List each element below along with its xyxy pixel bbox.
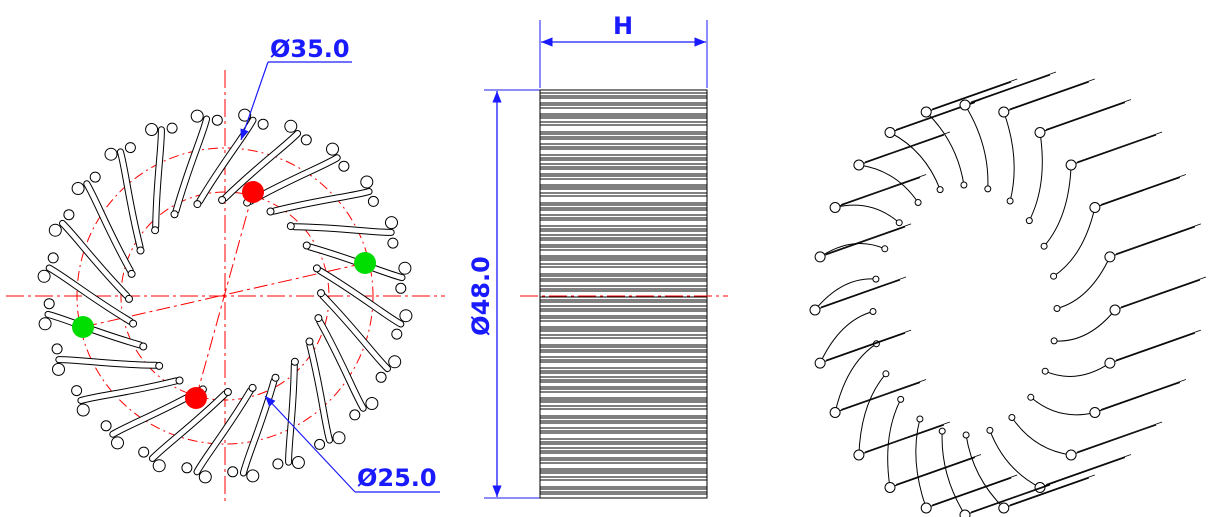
iso-fin bbox=[1051, 175, 1186, 280]
iso-fin bbox=[963, 432, 1095, 513]
iso-fin bbox=[921, 79, 1017, 188]
iso-fin bbox=[1009, 415, 1162, 461]
dim-diameter-label: Ø48.0 bbox=[467, 256, 495, 336]
iso-fin bbox=[916, 416, 1017, 513]
iso-fin bbox=[854, 132, 950, 206]
iso-fin bbox=[939, 428, 1056, 517]
iso-fin bbox=[830, 175, 926, 226]
isometric-view bbox=[810, 72, 1206, 517]
iso-fin bbox=[885, 396, 981, 492]
side-body-outline bbox=[540, 90, 707, 498]
side-view: H Ø48.0 bbox=[467, 12, 728, 498]
mount-hole-red-bottom bbox=[185, 387, 207, 409]
dim-height-label: H bbox=[613, 12, 633, 40]
iso-fin bbox=[815, 309, 911, 369]
iso-fin bbox=[830, 341, 926, 418]
iso-fin bbox=[815, 224, 911, 262]
iso-fin bbox=[1042, 330, 1201, 376]
mount-hole-red-top bbox=[242, 181, 264, 203]
iso-fin bbox=[854, 371, 950, 460]
front-view: Ø35.0 Ø25.0 bbox=[6, 35, 445, 505]
iso-fin bbox=[885, 100, 981, 193]
iso-fin bbox=[1028, 380, 1186, 418]
dim-outer-circle-label: Ø35.0 bbox=[270, 35, 350, 63]
dim-inner-circle-label: Ø25.0 bbox=[357, 464, 437, 492]
iso-fin bbox=[1054, 224, 1201, 312]
iso-fin bbox=[1051, 277, 1206, 344]
mount-hole-green-left bbox=[72, 316, 94, 338]
mount-hole-green-right bbox=[354, 252, 376, 274]
iso-fin bbox=[999, 79, 1095, 204]
iso-fin bbox=[810, 276, 906, 315]
iso-fin bbox=[987, 427, 1131, 492]
